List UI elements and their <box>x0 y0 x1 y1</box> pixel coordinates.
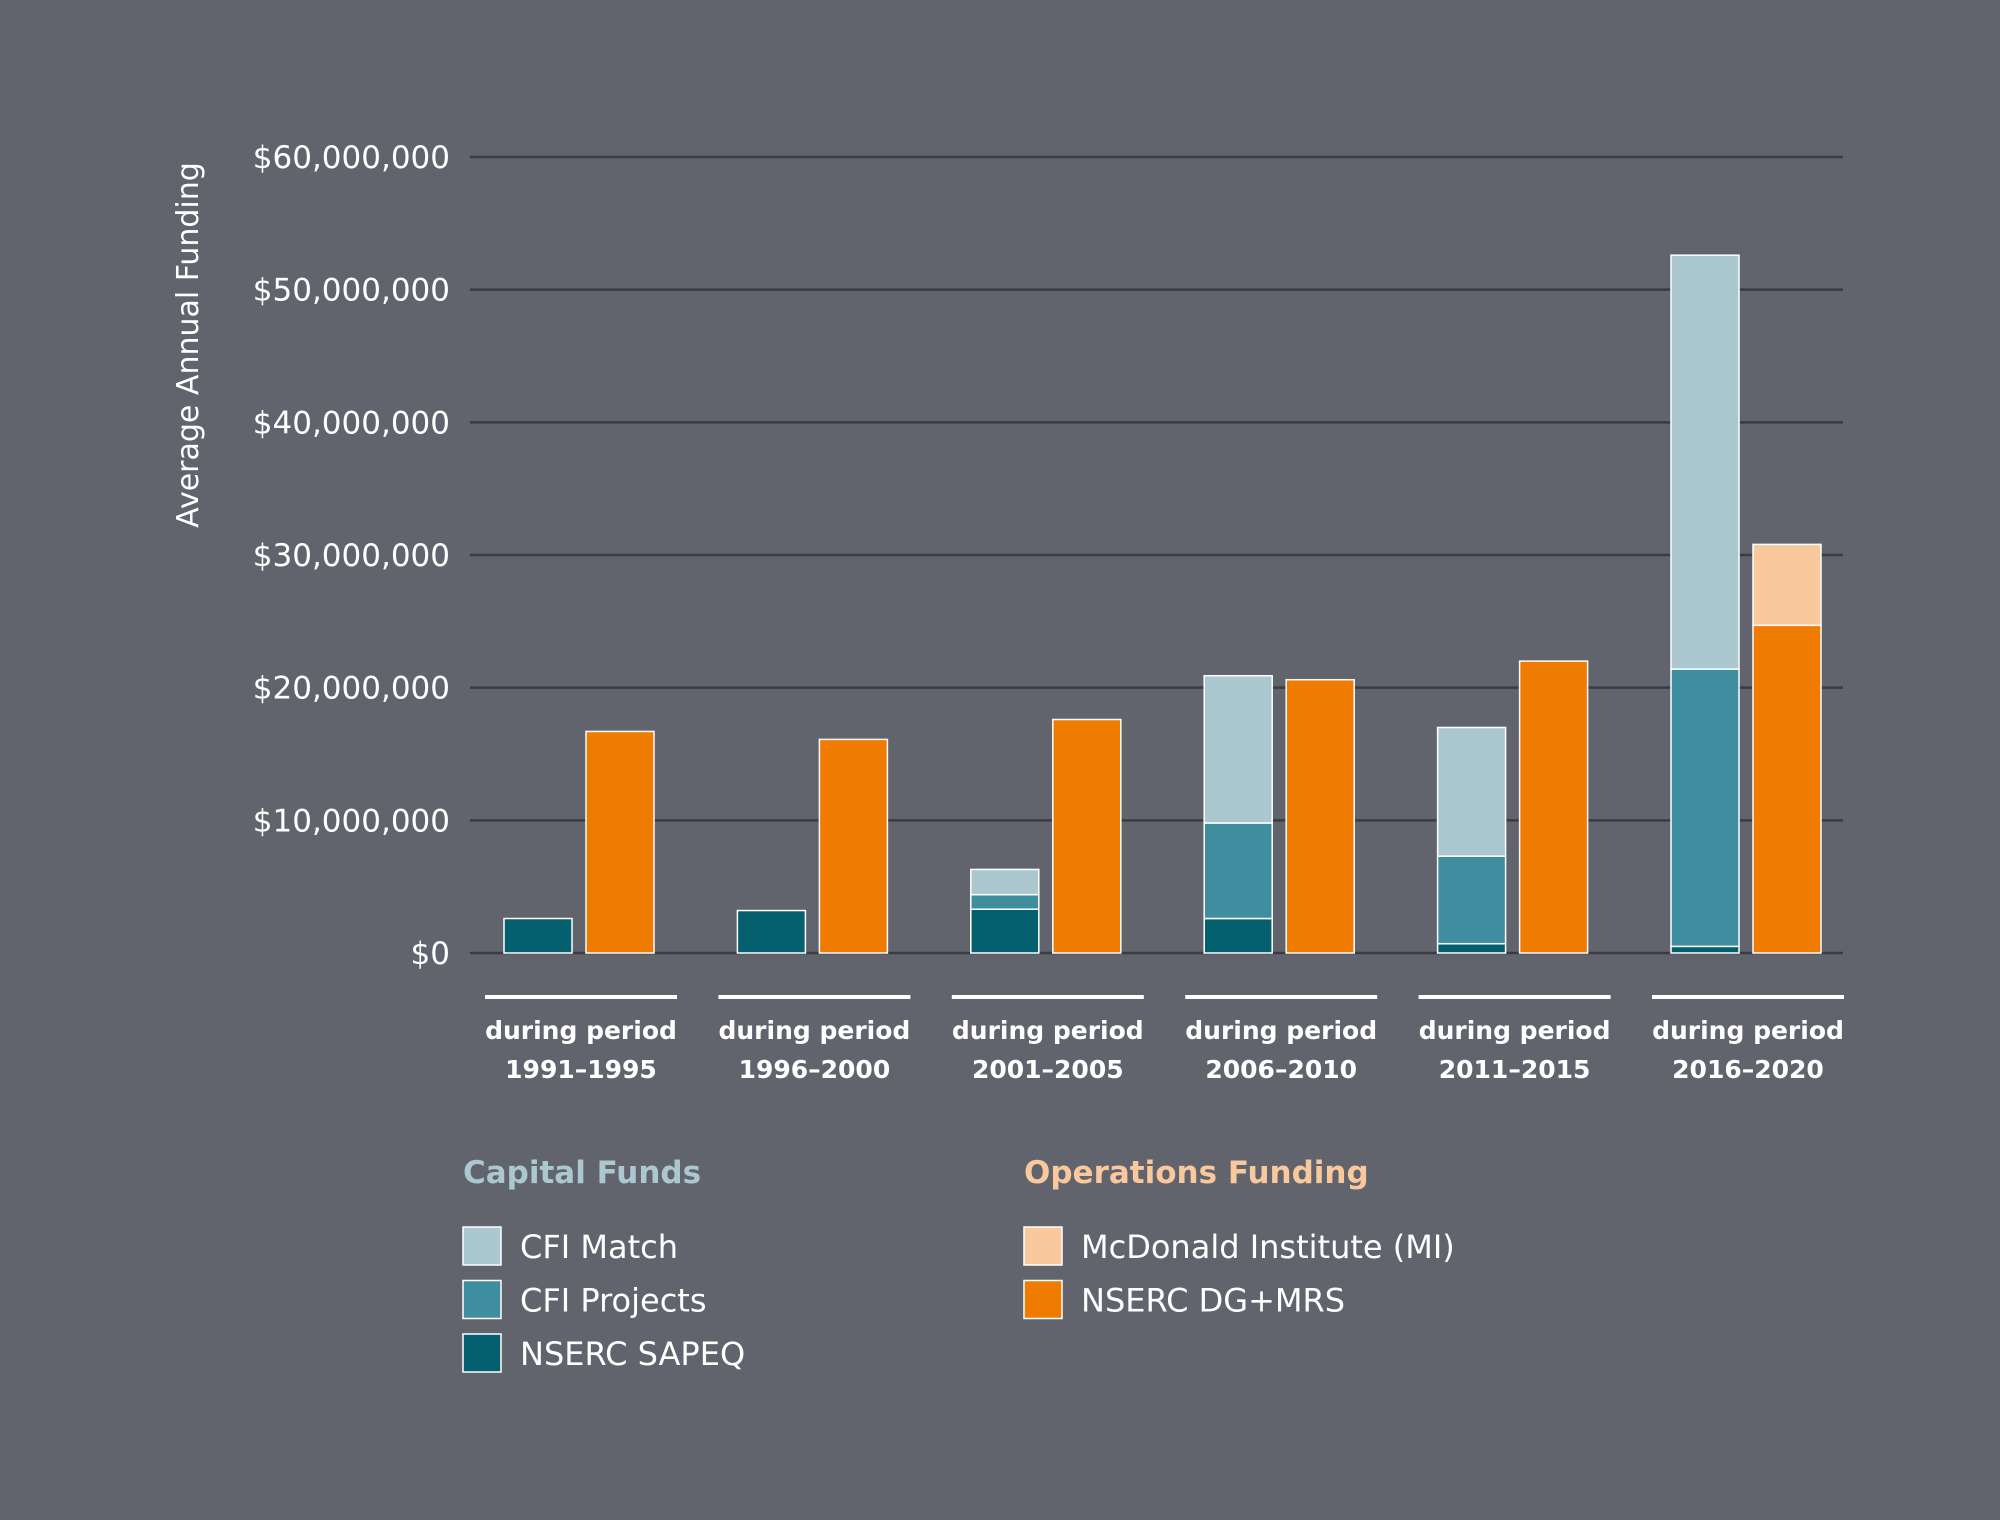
category-label-line1: during period <box>952 1016 1144 1045</box>
bar-segment-cfi-match <box>970 868 1040 896</box>
category-label-line2: 1991–1995 <box>505 1055 657 1084</box>
category-label-line2: 2011–2015 <box>1439 1055 1591 1084</box>
y-axis-title: Average Annual Funding <box>171 162 206 528</box>
legend-swatch <box>462 1226 502 1266</box>
bar-segment-nserc-dg-mrs <box>1285 678 1355 954</box>
legend-label: CFI Match <box>520 1228 678 1266</box>
bar-segment-nserc-sapeq <box>736 909 807 954</box>
y-tick-label: $60,000,000 <box>253 140 450 176</box>
legend-swatch <box>462 1279 502 1320</box>
bar-segment-cfi-projects <box>1670 668 1740 948</box>
bar-segment-cfi-projects <box>970 893 1040 910</box>
category-label-line2: 2016–2020 <box>1672 1055 1824 1084</box>
legend-swatch <box>462 1333 502 1373</box>
bar-segment-nserc-dg-mrs <box>818 738 889 954</box>
category-label-line2: 2006–2010 <box>1205 1055 1357 1084</box>
legend-swatch <box>1023 1279 1063 1320</box>
bar-segment-nserc-dg-mrs <box>585 730 655 954</box>
legend-label: CFI Projects <box>520 1282 707 1320</box>
legend-group-title: Capital Funds <box>463 1155 701 1191</box>
category-label-line2: 2001–2005 <box>972 1055 1124 1084</box>
bar-segment-nserc-sapeq <box>970 908 1040 954</box>
legend-label: McDonald Institute (MI) <box>1081 1228 1455 1266</box>
y-tick-label: $20,000,000 <box>253 671 450 707</box>
bar-segment-cfi-match <box>1670 254 1740 670</box>
category-label-line1: during period <box>485 1016 677 1045</box>
y-tick-label: $0 <box>411 936 450 972</box>
y-tick-label: $40,000,000 <box>253 405 450 441</box>
bars <box>503 254 1822 954</box>
legend-label: NSERC SAPEQ <box>520 1335 745 1373</box>
y-tick-label: $50,000,000 <box>253 273 450 309</box>
y-axis-ticks: $0 $10,000,000 $20,000,000 $30,000,000 $40,0… <box>253 140 450 972</box>
category-label-line1: during period <box>718 1016 910 1045</box>
gridlines <box>470 155 1843 955</box>
bar-segment-nserc-sapeq <box>1203 917 1273 954</box>
bar-segment-nserc-sapeq <box>503 917 573 954</box>
category-label-line1: during period <box>1185 1016 1377 1045</box>
bar-segment-cfi-match <box>1203 674 1273 824</box>
bar-segment-cfi-projects <box>1436 855 1507 945</box>
category-label-line2: 1996–2000 <box>739 1055 891 1084</box>
bar-segment-cfi-match <box>1436 726 1507 857</box>
bar-segment-nserc-dg-mrs <box>1752 624 1822 954</box>
y-tick-label: $30,000,000 <box>253 538 450 574</box>
bar-segment-nserc-dg-mrs <box>1052 718 1122 954</box>
bar-segment-nserc-sapeq <box>1670 945 1740 954</box>
bar-segment-mcdonald-institute-mi <box>1752 543 1822 627</box>
legend: Capital Funds CFI Match CFI Projects NSERC … <box>462 1155 1455 1373</box>
bar-segment-cfi-projects <box>1203 822 1273 920</box>
legend-swatch <box>1023 1226 1063 1266</box>
bar-segment-nserc-sapeq <box>1436 942 1507 954</box>
x-axis-categories: during period 1991–1995 during period 1996–… <box>485 995 1844 1084</box>
y-tick-label: $10,000,000 <box>253 803 450 839</box>
category-label-line1: during period <box>1652 1016 1844 1045</box>
bar-segment-nserc-dg-mrs <box>1518 660 1589 954</box>
legend-group-title: Operations Funding <box>1024 1155 1369 1191</box>
category-label-line1: during period <box>1419 1016 1611 1045</box>
legend-label: NSERC DG+MRS <box>1081 1282 1345 1320</box>
